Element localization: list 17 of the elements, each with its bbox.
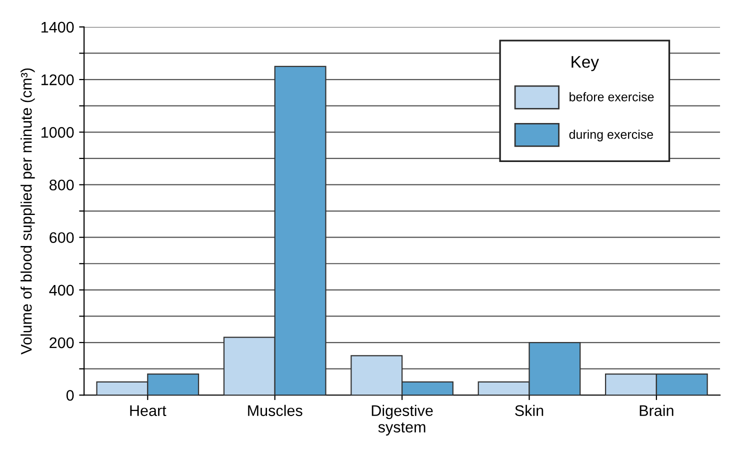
x-tick-label: Muscles <box>248 404 302 416</box>
y-tick-label: 600 <box>50 232 74 244</box>
y-tick-label: 400 <box>49 284 74 296</box>
y-tick-label: 1200 <box>42 74 74 86</box>
x-tick-label: Brain <box>640 404 674 416</box>
legend-label: before exercise <box>570 92 654 102</box>
y-axis-title: Volume of blood supplied per minute (cm³) <box>20 68 35 354</box>
x-tick-label: Digestive system <box>372 404 433 436</box>
x-tick-label: Heart <box>130 405 166 416</box>
legend-label: during exercise <box>569 130 654 142</box>
y-tick-label: 1000 <box>42 127 74 138</box>
x-tick-label: Skin <box>515 404 544 416</box>
y-tick-label: 200 <box>50 337 74 348</box>
legend-title: Key <box>572 56 599 72</box>
y-tick-label: 0 <box>66 390 74 401</box>
y-tick-label: 800 <box>50 180 74 190</box>
y-tick-label: 1400 <box>42 22 74 33</box>
